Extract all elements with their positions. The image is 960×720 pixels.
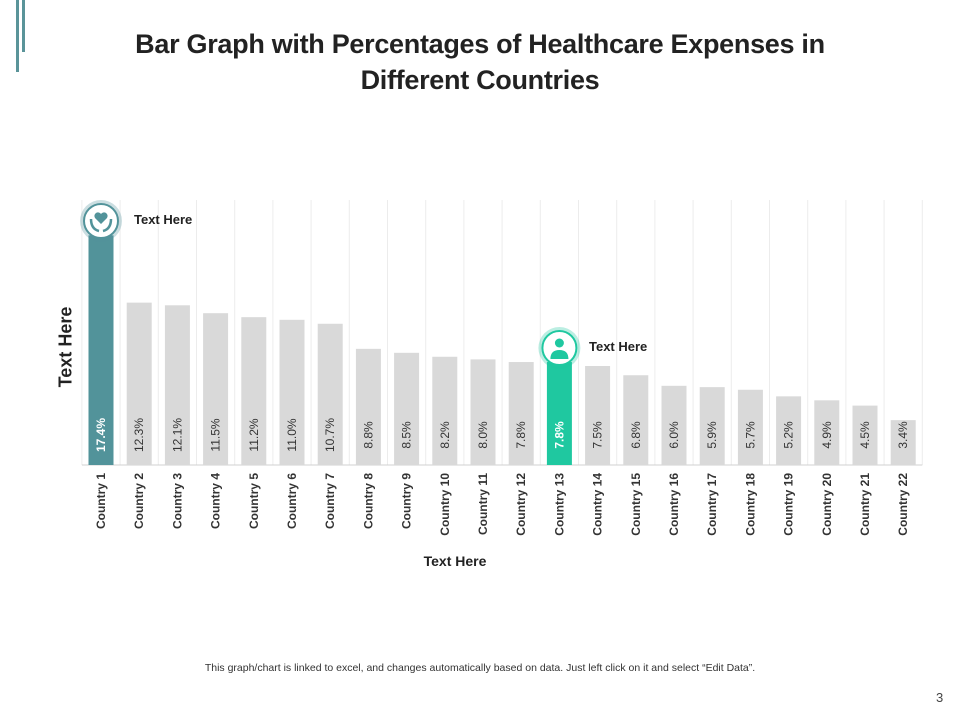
x-tick-label: Country 3 <box>170 473 184 529</box>
x-tick-label: Country 4 <box>209 473 223 529</box>
data-label: 7.8% <box>552 421 566 449</box>
x-tick-label: Country 1 <box>94 473 108 529</box>
x-tick-label: Country 17 <box>705 473 719 536</box>
bar <box>852 405 878 465</box>
data-label: 7.8% <box>514 421 528 449</box>
callout-label-1: Text Here <box>134 212 193 227</box>
x-tick-label: Country 5 <box>247 473 261 529</box>
data-label: 8.2% <box>438 421 452 449</box>
decorative-line <box>22 0 25 52</box>
bar <box>814 400 840 465</box>
hands-icon <box>89 218 113 233</box>
x-tick-label: Country 18 <box>743 473 757 536</box>
data-label: 3.4% <box>896 421 910 449</box>
footnote: This graph/chart is linked to excel, and… <box>204 662 756 674</box>
x-tick-label: Country 2 <box>132 473 146 529</box>
heart-in-hands-icon <box>94 212 108 224</box>
data-label: 8.0% <box>476 421 490 449</box>
bar <box>546 362 572 465</box>
decorative-line <box>16 0 19 72</box>
data-label: 5.7% <box>743 421 757 449</box>
data-label: 8.8% <box>361 421 375 449</box>
bar <box>279 319 305 465</box>
icon-circle <box>541 330 578 366</box>
callout-label-2: Text Here <box>589 339 648 354</box>
data-label: 12.1% <box>170 418 184 452</box>
data-label: 7.5% <box>591 421 605 449</box>
bar <box>737 389 763 465</box>
bar <box>776 396 802 465</box>
data-label: 6.0% <box>667 421 681 449</box>
bar <box>164 305 190 465</box>
x-tick-label: Country 22 <box>896 473 910 536</box>
x-tick-label: Country 7 <box>323 473 337 529</box>
x-tick-label: Country 9 <box>400 473 414 529</box>
data-label: 4.5% <box>858 421 872 449</box>
data-label: 5.2% <box>782 421 796 449</box>
bar <box>317 323 343 465</box>
bar <box>890 420 916 465</box>
data-label: 11.0% <box>285 418 299 451</box>
x-tick-label: Country 15 <box>629 473 643 536</box>
x-tick-label: Country 13 <box>552 473 566 536</box>
bar <box>88 235 114 465</box>
x-tick-label: Country 16 <box>667 473 681 536</box>
x-tick-label: Country 20 <box>820 473 834 536</box>
x-tick-label: Country 8 <box>361 473 375 529</box>
chart-title: Bar Graph with Percentages of Healthcare… <box>135 29 825 95</box>
bar <box>203 313 229 465</box>
x-tick-label: Country 6 <box>285 473 299 529</box>
doctor-icon <box>554 338 564 348</box>
x-tick-label: Country 19 <box>782 473 796 536</box>
x-axis-label: Text Here <box>423 553 487 569</box>
bar <box>355 348 381 465</box>
x-tick-label: Country 10 <box>438 473 452 536</box>
data-label: 12.3% <box>132 418 146 452</box>
doctor-body-icon <box>550 350 569 359</box>
data-label: 5.9% <box>705 421 719 449</box>
x-tick-label: Country 14 <box>591 473 605 536</box>
x-tick-label: Country 12 <box>514 473 528 536</box>
bar <box>661 385 687 465</box>
x-tick-label: Country 11 <box>476 473 490 535</box>
data-label: 10.7% <box>323 418 337 452</box>
bar <box>699 387 725 465</box>
x-tick-label: Country 21 <box>858 473 872 536</box>
bar <box>241 317 267 465</box>
bar <box>126 302 152 465</box>
bar <box>585 366 611 465</box>
bar <box>508 362 534 465</box>
bar <box>470 359 496 465</box>
bar <box>432 356 458 465</box>
data-label: 17.4% <box>94 418 108 452</box>
data-label: 6.8% <box>629 421 643 449</box>
data-label: 11.2% <box>247 418 261 451</box>
bar <box>623 375 649 465</box>
page-number: 3 <box>936 690 944 705</box>
bar <box>394 352 420 465</box>
data-label: 8.5% <box>400 421 414 449</box>
data-label: 11.5% <box>209 418 223 451</box>
data-label: 4.9% <box>820 421 834 449</box>
